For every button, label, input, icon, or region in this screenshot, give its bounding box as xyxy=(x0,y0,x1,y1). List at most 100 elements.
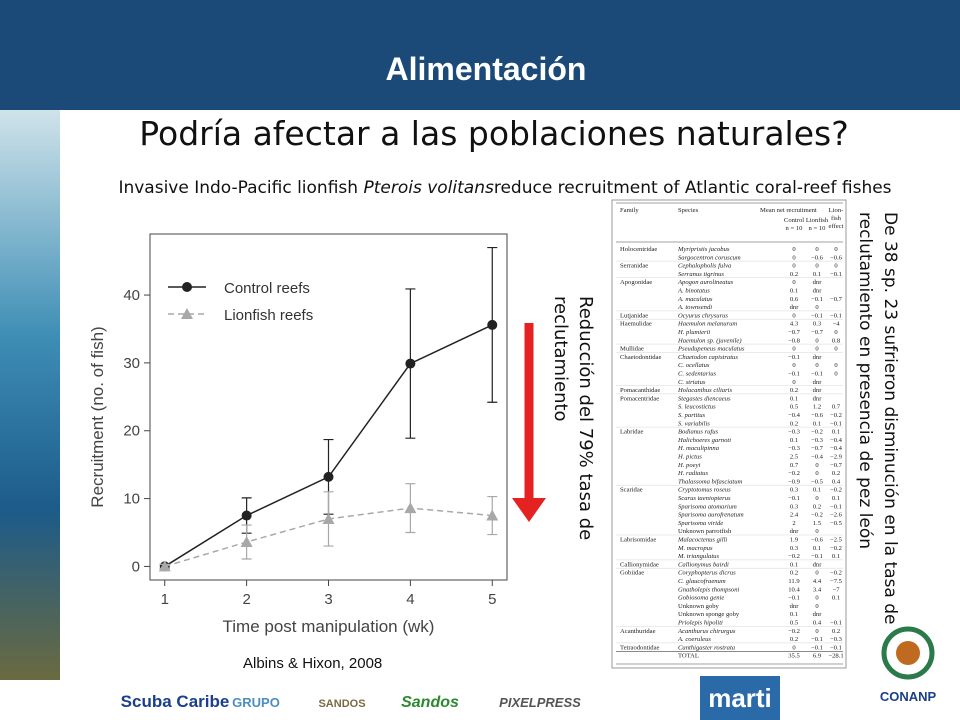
td-lionfish: dnr xyxy=(813,288,823,295)
td-effect: 0 xyxy=(834,329,838,336)
td-effect: 0.1 xyxy=(832,553,840,560)
td-effect: −0.6 xyxy=(830,254,843,261)
td-species: Cephalopholis fulva xyxy=(678,263,732,270)
td-family: Callionymidae xyxy=(620,561,659,568)
td-control: 2.4 xyxy=(790,512,799,519)
td-species: Chaetodon capistratus xyxy=(678,354,738,361)
td-effect: −0.2 xyxy=(830,487,842,494)
td-species: M. macropus xyxy=(677,545,713,552)
td-species: Pseudupeneus maculatus xyxy=(677,346,745,353)
td-lionfish: −0.3 xyxy=(811,437,824,444)
th-group: Mean net recruitment xyxy=(760,207,817,214)
citation: Albins & Hixon, 2008 xyxy=(243,655,382,672)
td-effect: −0.5 xyxy=(830,520,843,527)
td-species: Bodianus rufus xyxy=(678,429,719,436)
arrow-head xyxy=(512,498,546,522)
td-species: C. striatus xyxy=(678,379,706,386)
td-control: 0 xyxy=(792,379,796,386)
td-control: 0 xyxy=(792,312,796,319)
y-tick-label: 10 xyxy=(123,491,140,508)
paper-title-pre: Invasive Indo-Pacific lionfish xyxy=(118,178,364,198)
td-species: Sparisoma aurofrenatum xyxy=(678,512,744,519)
td-effect: 0.1 xyxy=(832,595,840,602)
td-family: Acanthuridae xyxy=(620,628,656,635)
td-effect: −0.3 xyxy=(830,636,843,643)
td-lionfish: 0.2 xyxy=(813,503,821,510)
td-family: Serranidae xyxy=(620,263,648,270)
data-point xyxy=(158,560,171,572)
td-species: H. pictus xyxy=(677,454,702,461)
td-lionfish: 4.4 xyxy=(813,578,822,585)
td-species: Coryphopterus dicrus xyxy=(678,570,736,577)
data-point xyxy=(405,358,416,369)
logo-emblem xyxy=(896,641,920,665)
td-control: 0.1 xyxy=(790,437,798,444)
td-control: 35.5 xyxy=(788,653,800,660)
td-control: 1.9 xyxy=(790,537,799,544)
td-effect: −0.1 xyxy=(830,271,842,278)
td-control: 4.3 xyxy=(790,321,799,328)
td-effect: 0 xyxy=(834,371,838,378)
td-lionfish: 0 xyxy=(815,462,819,469)
logo: SANDOS xyxy=(318,698,365,710)
td-species: H. plumierii xyxy=(677,329,710,336)
td-control: 0 xyxy=(792,263,796,270)
th-control: n = 10 xyxy=(786,225,804,232)
td-lionfish: 1.5 xyxy=(813,520,822,527)
td-control: −0.1 xyxy=(788,371,800,378)
td-effect: −28.1 xyxy=(828,653,843,660)
td-effect: 0 xyxy=(834,362,838,369)
td-lionfish: −0.1 xyxy=(811,371,823,378)
td-family: Scaridae xyxy=(620,487,643,494)
td-effect: 0.1 xyxy=(832,495,840,502)
logo-emblem xyxy=(881,626,935,680)
th-lionfish: Lionfish xyxy=(806,217,829,224)
td-family: Pomacanthidae xyxy=(620,387,660,394)
td-effect: −0.7 xyxy=(830,296,843,303)
td-species: S. variabilis xyxy=(678,420,710,427)
td-lionfish: −0.2 xyxy=(811,512,823,519)
slide-title: Alimentación xyxy=(386,51,587,87)
td-effect: −0.2 xyxy=(830,570,842,577)
td-control: 2 xyxy=(792,520,795,527)
td-species: S. partitus xyxy=(678,412,706,419)
td-species: Myripristis jacobus xyxy=(677,246,730,253)
td-species: Ocyurus chrysurus xyxy=(678,312,728,319)
td-lionfish: 1.2 xyxy=(813,404,821,411)
th-effect: fish xyxy=(831,215,842,222)
td-control: 0.1 xyxy=(790,288,798,295)
td-species: Cryptotomus roseus xyxy=(678,487,731,494)
td-effect: 0 xyxy=(834,263,838,270)
td-lionfish: dnr xyxy=(813,387,823,394)
td-species: A. maculatus xyxy=(677,296,713,303)
td-effect: −0.4 xyxy=(830,437,843,444)
td-lionfish: −0.1 xyxy=(811,312,823,319)
td-species: H. poeyi xyxy=(677,462,701,469)
td-lionfish: dnr xyxy=(813,279,823,286)
logo: CONANP xyxy=(880,689,937,704)
td-effect: −4 xyxy=(832,321,840,328)
td-lionfish: 0 xyxy=(815,570,819,577)
td-effect: 0 xyxy=(834,246,838,253)
side-photos xyxy=(0,110,60,680)
td-lionfish: 0 xyxy=(815,337,819,344)
td-effect: −0.1 xyxy=(830,620,842,627)
th-lionfish: n = 10 xyxy=(809,225,827,232)
td-control: −0.2 xyxy=(788,628,800,635)
td-family: Apogonidae xyxy=(620,279,652,286)
td-species: Canthigaster rostrata xyxy=(678,644,736,651)
td-species: Thalassoma bifasciatum xyxy=(678,478,743,485)
td-lionfish: dnr xyxy=(813,379,823,386)
td-control: −0.2 xyxy=(788,470,800,477)
th-effect: Lion- xyxy=(829,207,844,214)
td-lionfish: 3.4 xyxy=(813,586,822,593)
td-control: −0.1 xyxy=(788,595,800,602)
th-control: Control xyxy=(784,217,804,224)
td-control: 0.6 xyxy=(790,296,799,303)
x-tick-label: 1 xyxy=(161,591,169,608)
td-family: Labridae xyxy=(620,429,644,436)
td-effect: −0.7 xyxy=(830,462,843,469)
td-effect: −0.1 xyxy=(830,420,842,427)
td-species: Priolepis hipoliti xyxy=(677,620,723,627)
